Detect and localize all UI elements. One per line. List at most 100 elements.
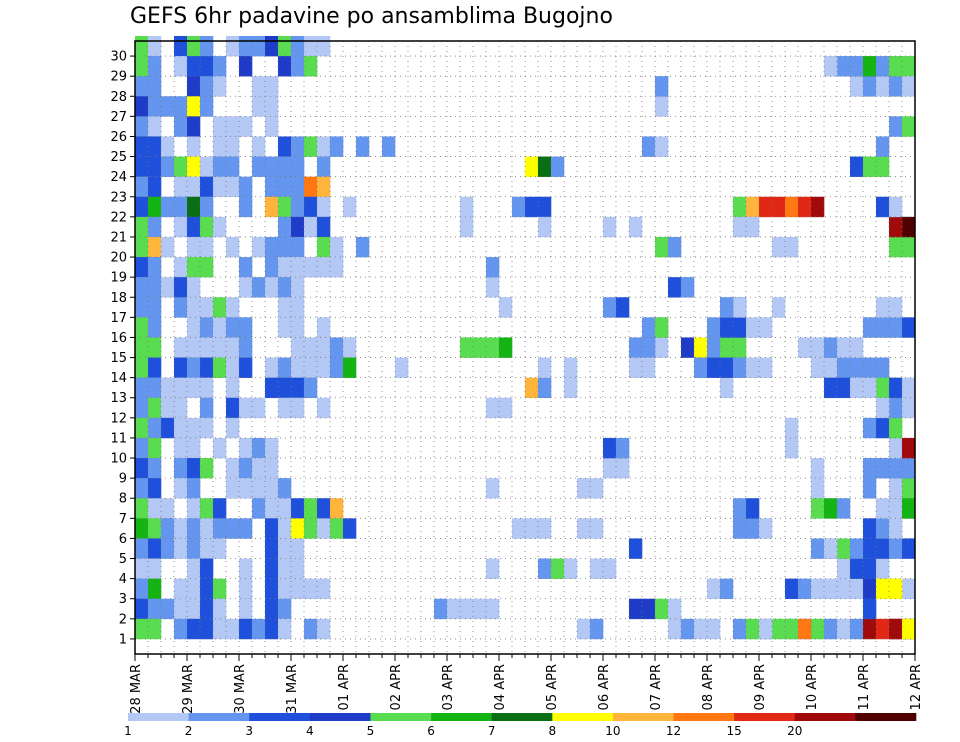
heatmap-cell xyxy=(174,437,188,459)
heatmap-cell xyxy=(135,458,149,479)
heatmap-cell xyxy=(252,156,266,177)
heatmap-cell xyxy=(746,618,760,640)
heatmap-cell xyxy=(200,156,214,177)
heatmap-cell xyxy=(135,437,149,459)
heatmap-cell xyxy=(213,297,227,318)
heatmap-cell xyxy=(148,196,162,218)
heatmap-cell xyxy=(291,35,305,57)
heatmap-cell xyxy=(252,498,266,519)
heatmap-cell xyxy=(837,337,851,358)
heatmap-cell xyxy=(265,116,279,137)
heatmap-cell xyxy=(135,337,149,358)
heatmap-cell xyxy=(590,558,604,579)
heatmap-cell xyxy=(720,297,734,318)
heatmap-cell xyxy=(265,578,279,600)
heatmap-cell xyxy=(161,156,175,177)
colorbar-swatch xyxy=(128,713,189,721)
heatmap-cell xyxy=(187,337,201,358)
heatmap-cell xyxy=(304,35,318,57)
heatmap-cell xyxy=(278,377,292,399)
heatmap-cell xyxy=(850,357,864,378)
heatmap-cell xyxy=(226,317,240,338)
heatmap-cell xyxy=(291,558,305,579)
heatmap-cell xyxy=(213,136,227,157)
heatmap-cell xyxy=(876,578,890,600)
heatmap-cell xyxy=(187,437,201,459)
heatmap-cell xyxy=(187,357,201,378)
heatmap-cell xyxy=(200,236,214,258)
x-tick-label: 07 APR xyxy=(649,664,664,710)
heatmap-cell xyxy=(148,216,162,238)
heatmap-cell xyxy=(733,357,747,378)
heatmap-cell xyxy=(512,196,526,218)
heatmap-cell xyxy=(642,357,656,378)
heatmap-cell xyxy=(707,578,721,600)
heatmap-cell xyxy=(200,257,214,278)
heatmap-cell xyxy=(889,478,903,499)
heatmap-cell xyxy=(135,56,149,77)
heatmap-cell xyxy=(902,116,916,137)
heatmap-cell xyxy=(265,257,279,278)
heatmap-cell xyxy=(252,397,266,419)
heatmap-cell xyxy=(226,236,240,258)
heatmap-cell xyxy=(798,618,812,640)
heatmap-cell xyxy=(291,397,305,419)
heatmap-cell xyxy=(148,618,162,640)
heatmap-cell xyxy=(304,337,318,358)
heatmap-cell xyxy=(876,156,890,177)
heatmap-cell xyxy=(239,357,253,378)
heatmap-cell xyxy=(863,558,877,579)
heatmap-cell xyxy=(317,618,331,640)
heatmap-cell xyxy=(772,236,786,258)
heatmap-cell xyxy=(239,257,253,278)
heatmap-cell xyxy=(629,216,643,238)
colorbar-label: 12 xyxy=(666,724,681,738)
heatmap-cell xyxy=(148,116,162,137)
heatmap-cell xyxy=(278,518,292,539)
heatmap-cell xyxy=(213,56,227,77)
y-tick-label: 25 xyxy=(110,150,127,165)
heatmap-cell xyxy=(616,458,630,479)
heatmap-cell xyxy=(135,357,149,378)
heatmap-cell xyxy=(538,377,552,399)
heatmap-cell xyxy=(148,558,162,579)
heatmap-cell xyxy=(265,76,279,97)
heatmap-cell xyxy=(213,76,227,97)
heatmap-cell xyxy=(655,96,669,117)
heatmap-cell xyxy=(538,357,552,378)
heatmap-cell xyxy=(200,216,214,238)
heatmap-cell xyxy=(226,478,240,499)
heatmap-cell xyxy=(226,357,240,378)
heatmap-cell xyxy=(148,257,162,278)
heatmap-cell xyxy=(135,76,149,97)
heatmap-cell xyxy=(187,156,201,177)
heatmap-cell xyxy=(174,35,188,57)
y-tick-label: 15 xyxy=(110,351,127,366)
y-tick-label: 6 xyxy=(119,532,127,547)
colorbar-swatch xyxy=(673,713,735,721)
heatmap-cell xyxy=(603,297,617,318)
x-tick-label: 02 APR xyxy=(389,664,404,710)
heatmap-cell xyxy=(200,578,214,600)
heatmap-cell xyxy=(577,518,591,539)
heatmap-cell xyxy=(707,618,721,640)
heatmap-cell xyxy=(148,277,162,298)
heatmap-cell xyxy=(200,618,214,640)
heatmap-cell xyxy=(733,196,747,218)
heatmap-cell xyxy=(902,56,916,77)
heatmap-cell xyxy=(291,216,305,238)
heatmap-cell xyxy=(174,397,188,419)
heatmap-cell xyxy=(499,297,513,318)
heatmap-cell xyxy=(291,317,305,338)
heatmap-cell xyxy=(525,156,539,177)
heatmap-cell xyxy=(811,478,825,499)
heatmap-cell xyxy=(135,558,149,579)
heatmap-cell xyxy=(603,458,617,479)
heatmap-cell xyxy=(642,337,656,358)
heatmap-cell xyxy=(252,458,266,479)
heatmap-cell xyxy=(278,397,292,419)
heatmap-cell xyxy=(226,417,240,439)
heatmap-cell xyxy=(265,156,279,177)
heatmap-cell xyxy=(356,236,370,258)
